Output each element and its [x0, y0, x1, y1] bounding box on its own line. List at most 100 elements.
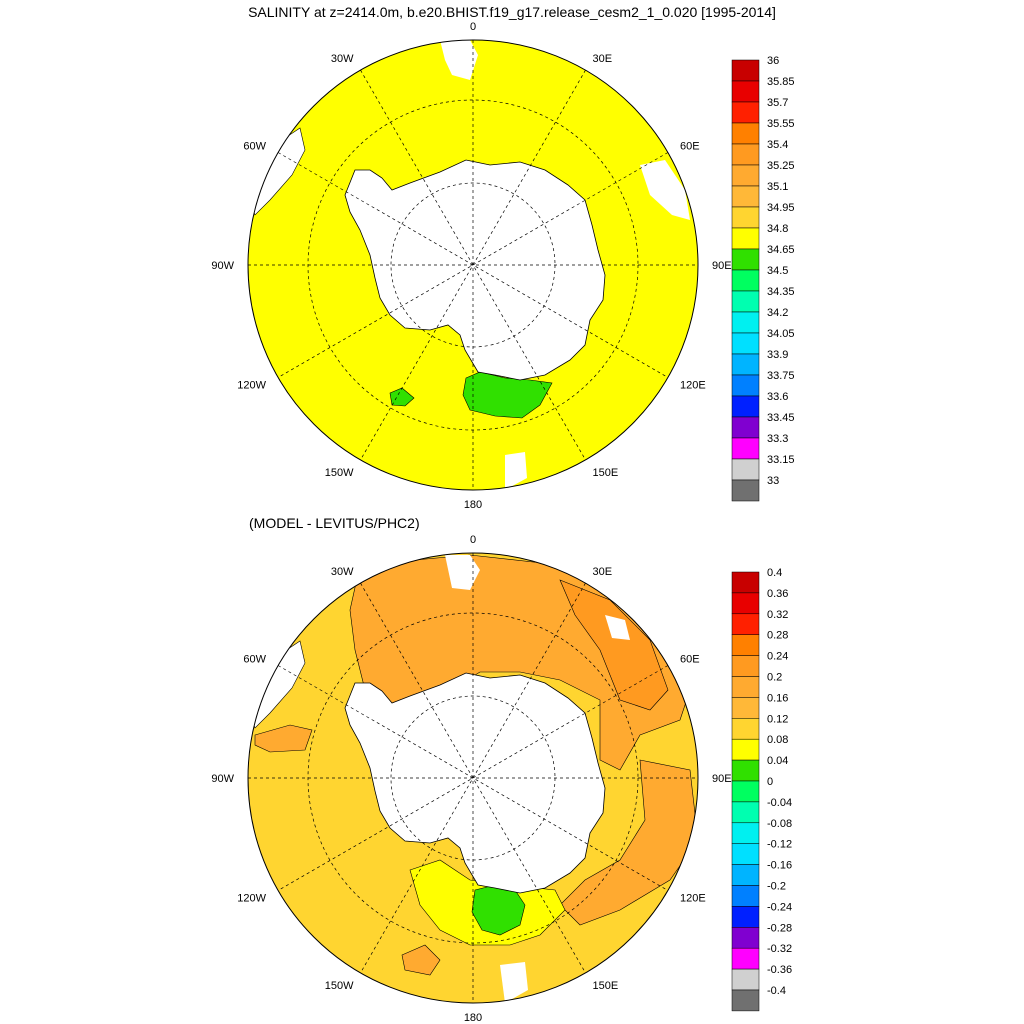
difference-west-bias-patch	[254, 724, 313, 753]
colorbar-tick-label: 35.25	[767, 160, 795, 172]
colorbar-tick-label: 34.95	[767, 202, 795, 214]
colorbar-swatch	[731, 947, 760, 970]
colorbar-tick-label: 34.8	[767, 223, 788, 235]
colorbar-tick-label: 0.12	[767, 713, 788, 725]
colorbar-tick-label: 0.28	[767, 630, 788, 642]
colorbar-swatch	[731, 738, 760, 761]
colorbar-swatch	[731, 374, 760, 397]
longitude-label: 60W	[243, 654, 266, 666]
colorbar-tick-label: 34.5	[767, 265, 788, 277]
salinity-longitude-labels: 0 30E 60E 90E 120E 150E 180 150W 120W 90W 60W 30W	[211, 21, 731, 511]
colorbar-swatch	[731, 906, 760, 928]
colorbar-tick-label: -0.2	[767, 881, 786, 893]
longitude-label: 150W	[325, 467, 354, 479]
salinity-colorbar: 36 35.85 35.7 35.55 35.4 35.25 35.1 34.95 34.8 34…	[731, 55, 795, 502]
longitude-label: 180	[464, 499, 482, 511]
colorbar-tick-label: -0.04	[767, 797, 792, 809]
colorbar-tick-label: 33.9	[767, 349, 788, 361]
colorbar-swatch	[731, 968, 760, 991]
difference-africa-land-gap	[445, 555, 480, 590]
longitude-label: 90W	[211, 773, 234, 785]
colorbar-swatch	[731, 416, 760, 439]
colorbar-swatch	[731, 206, 760, 229]
colorbar-tick-label: -0.12	[767, 839, 792, 851]
colorbar-tick-label: 33	[767, 475, 779, 487]
colorbar-swatch	[731, 927, 760, 949]
colorbar-swatch	[731, 843, 760, 865]
colorbar-swatch	[731, 395, 760, 418]
colorbar-swatch	[731, 634, 760, 656]
colorbar-tick-label: 36	[767, 55, 779, 67]
amundsen-low-salinity-patch	[389, 387, 415, 407]
ross-sea-low-salinity-patch	[462, 371, 553, 419]
colorbar-tick-label: 0.4	[767, 567, 782, 579]
longitude-label: 60E	[680, 654, 700, 666]
colorbar-swatch	[731, 311, 760, 334]
indian-ocean-gap	[640, 160, 690, 220]
colorbar-tick-label: 33.6	[767, 391, 788, 403]
longitude-label: 150E	[593, 467, 619, 479]
colorbar-swatch	[731, 655, 760, 677]
colorbar-swatch	[731, 458, 760, 481]
colorbar-tick-label: -0.16	[767, 860, 792, 872]
colorbar-tick-label: 34.35	[767, 286, 795, 298]
colorbar-tick-label: 34.65	[767, 244, 795, 256]
colorbar-swatch	[731, 697, 760, 719]
figure-title: SALINITY at z=2414.0m, b.e20.BHIST.f19_g…	[248, 4, 776, 20]
colorbar-tick-label: 34.2	[767, 307, 788, 319]
colorbar-tick-label: 35.85	[767, 76, 795, 88]
colorbar-tick-label: -0.32	[767, 943, 792, 955]
salinity-map: 0 30E 60E 90E 120E 150E 180 150W 120W 90W 60W 30W	[211, 21, 731, 511]
longitude-label: 150E	[593, 980, 619, 992]
colorbar-swatch	[731, 885, 760, 907]
colorbar-tick-label: 33.15	[767, 454, 795, 466]
colorbar-swatch	[731, 248, 760, 271]
difference-antarctica-land	[344, 672, 606, 894]
colorbar-swatch	[731, 122, 760, 145]
longitude-label: 30W	[331, 566, 354, 578]
difference-colorbar: 0.4 0.36 0.32 0.28 0.24 0.2 0.16 0.12 0.08 0.04 0 -…	[731, 567, 792, 1012]
difference-peak-bias-region	[559, 579, 669, 711]
colorbar-swatch	[731, 759, 760, 782]
longitude-label: 30W	[331, 53, 354, 65]
colorbar-swatch	[731, 80, 760, 103]
colorbar-tick-label: 0.36	[767, 588, 788, 600]
colorbar-tick-label: 0.16	[767, 692, 788, 704]
colorbar-tick-label: 0.32	[767, 609, 788, 621]
colorbar-tick-label: -0.28	[767, 922, 792, 934]
colorbar-swatch	[731, 437, 760, 460]
colorbar-swatch	[731, 479, 760, 502]
colorbar-swatch	[731, 718, 760, 740]
longitude-label: 120E	[680, 893, 706, 905]
colorbar-swatch	[731, 676, 760, 698]
colorbar-swatch	[731, 822, 760, 844]
colorbar-tick-label: 33.75	[767, 370, 795, 382]
difference-graticule	[248, 553, 698, 1003]
difference-south-bias-patch	[401, 944, 441, 976]
colorbar-swatch	[731, 59, 760, 82]
longitude-label: 30E	[593, 566, 613, 578]
colorbar-swatch	[731, 143, 760, 166]
colorbar-swatch	[731, 164, 760, 187]
longitude-label: 120W	[237, 893, 266, 905]
longitude-label: 90W	[211, 260, 234, 272]
salinity-map-border	[247, 39, 699, 491]
longitude-label: 90E	[712, 773, 732, 785]
colorbar-tick-label: 0.04	[767, 755, 788, 767]
figure-subtitle: (MODEL - LEVITUS/PHC2)	[249, 515, 420, 531]
colorbar-swatch	[731, 353, 760, 376]
colorbar-tick-label: 35.4	[767, 139, 788, 151]
colorbar-swatch	[731, 864, 760, 886]
difference-indian-ocean-gap	[605, 615, 630, 640]
colorbar-swatch	[731, 269, 760, 292]
colorbar-tick-label: 35.7	[767, 97, 788, 109]
colorbar-swatch	[731, 801, 760, 824]
difference-longitude-labels: 0 30E 60E 90E 120E 150E 180 150W 120W 90W 60W 30W	[211, 534, 731, 1024]
longitude-label: 180	[464, 1012, 482, 1024]
colorbar-swatch	[731, 290, 760, 313]
colorbar-swatch	[731, 227, 760, 250]
longitude-label: 0	[470, 21, 476, 33]
difference-map: 0 30E 60E 90E 120E 150E 180 150W 120W 90W 60W 30W	[211, 534, 731, 1024]
colorbar-swatch	[731, 571, 760, 594]
